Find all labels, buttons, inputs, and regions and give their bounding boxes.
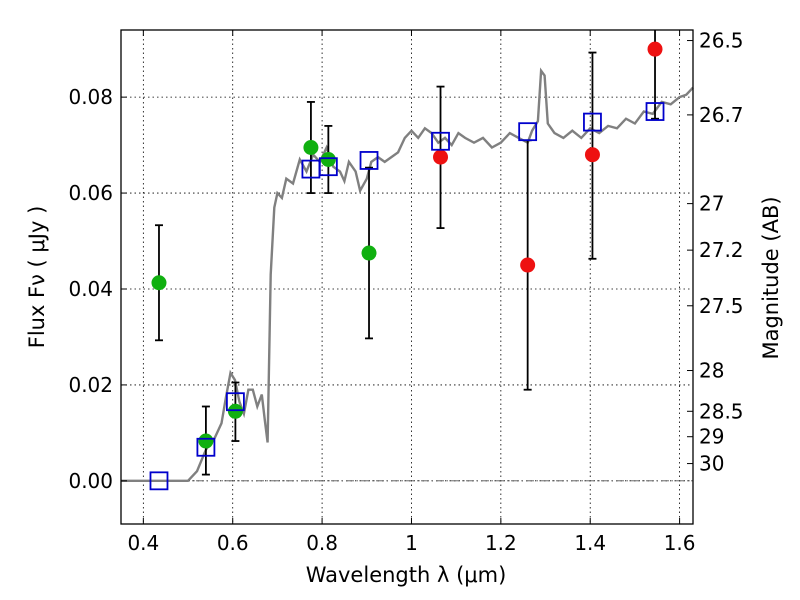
y-tick-labels: 0.00 0.02 0.04 0.06 0.08 bbox=[68, 85, 113, 493]
data-points bbox=[151, 41, 663, 449]
model-photometry-marker bbox=[645, 102, 665, 121]
x-tick-label: 0.8 bbox=[306, 531, 338, 555]
magnitude-tick-label: 28 bbox=[699, 359, 724, 383]
model-photometry-boxes bbox=[149, 102, 665, 491]
model-photometry-marker bbox=[149, 471, 169, 491]
data-point bbox=[433, 149, 449, 165]
x-axis-title: Wavelength λ (μm) bbox=[306, 563, 507, 587]
y-tick-label: 0.06 bbox=[68, 181, 113, 205]
data-point bbox=[320, 151, 336, 167]
data-point bbox=[227, 403, 243, 419]
x-tick-label: 0.4 bbox=[127, 531, 159, 555]
x-tick-label: 1.2 bbox=[485, 531, 517, 555]
data-point bbox=[151, 275, 167, 291]
model-photometry-marker bbox=[359, 151, 379, 170]
magnitude-tick-label: 27.2 bbox=[699, 238, 744, 262]
magnitude-tick-label: 26.7 bbox=[699, 103, 744, 127]
magnitude-tick-label: 28.5 bbox=[699, 399, 744, 423]
magnitude-tick-label: 30 bbox=[699, 452, 724, 476]
model-photometry-marker bbox=[318, 157, 338, 177]
magnitude-tick-labels: 26.5 26.7 27 27.2 27.5 28 28.529 30 bbox=[699, 29, 744, 476]
plot-frame bbox=[120, 29, 694, 525]
magnitude-tick-label: 27.5 bbox=[699, 294, 744, 318]
model-photometry-marker bbox=[225, 392, 245, 412]
magnitude-tick-label: 26.5 bbox=[699, 29, 744, 53]
data-point bbox=[361, 245, 377, 261]
y-tick-label: 0.00 bbox=[68, 469, 113, 493]
model-photometry-marker bbox=[431, 131, 450, 151]
x-tick-label: 1.4 bbox=[574, 531, 606, 555]
x-tick-label: 1 bbox=[405, 531, 418, 555]
model-photometry-marker bbox=[518, 122, 538, 142]
data-point bbox=[303, 140, 319, 156]
right-axis-title: Magnitude (AB) bbox=[759, 196, 783, 359]
y-axis-title: Flux Fν ( μJy ) bbox=[25, 206, 49, 349]
x-tick-label: 1.6 bbox=[664, 531, 696, 555]
x-tick-labels: 0.4 0.6 0.8 1 1.2 1.4 1.6 bbox=[127, 531, 695, 555]
data-point bbox=[647, 41, 663, 57]
magnitude-tick-label: 27 bbox=[699, 192, 724, 216]
model-photometry-marker bbox=[196, 437, 216, 457]
x-tick-label: 0.6 bbox=[217, 531, 249, 555]
data-point bbox=[520, 257, 536, 273]
y-tick-label: 0.04 bbox=[68, 277, 113, 301]
magnitude-tick-label: 29 bbox=[699, 425, 724, 449]
axis-ticks bbox=[121, 30, 693, 524]
model-photometry-marker bbox=[583, 112, 602, 132]
data-point bbox=[584, 147, 600, 163]
y-tick-label: 0.08 bbox=[68, 85, 113, 109]
data-point bbox=[198, 433, 214, 449]
y-tick-label: 0.02 bbox=[68, 373, 113, 397]
model-spectrum-line bbox=[121, 67, 694, 482]
